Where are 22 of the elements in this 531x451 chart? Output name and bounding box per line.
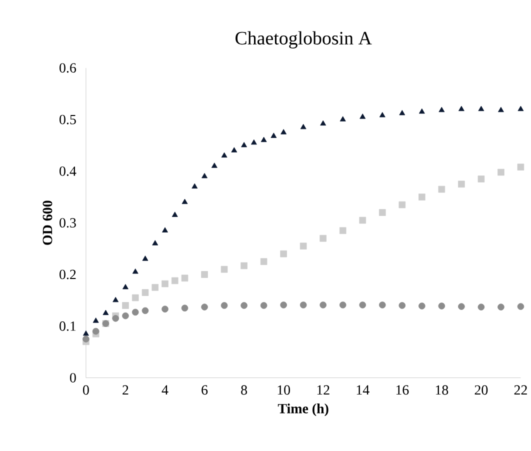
y-tick-label: 0.5 [60,114,76,124]
x-tick-label: 2 [122,385,128,395]
x-tick-label: 8 [241,385,247,395]
x-tick-label: 16 [396,385,409,395]
x-tick-label: 4 [162,385,168,395]
x-tick-label: 6 [202,385,208,395]
x-tick-label: 0 [83,385,89,395]
x-tick-label: 18 [436,385,448,395]
x-tick-label: 12 [317,385,330,395]
y-tick-label: 0.2 [60,270,76,280]
x-tick-label: 14 [356,385,370,395]
y-tick-label: 0 [70,373,76,383]
y-tick-label: 0.6 [60,63,76,73]
x-tick-label: 20 [474,385,488,395]
y-axis-title: OD 600 [42,200,52,245]
y-tick-label: 0.1 [60,322,76,331]
y-tick-label: 0.3 [60,218,76,228]
chart-title: Chaetoglobosin A [236,31,372,49]
y-tick-label: 0.4 [60,166,76,176]
x-tick-label: 10 [278,385,290,395]
x-tick-label: 22 [514,385,527,395]
x-axis-title: Time (h) [278,404,328,416]
